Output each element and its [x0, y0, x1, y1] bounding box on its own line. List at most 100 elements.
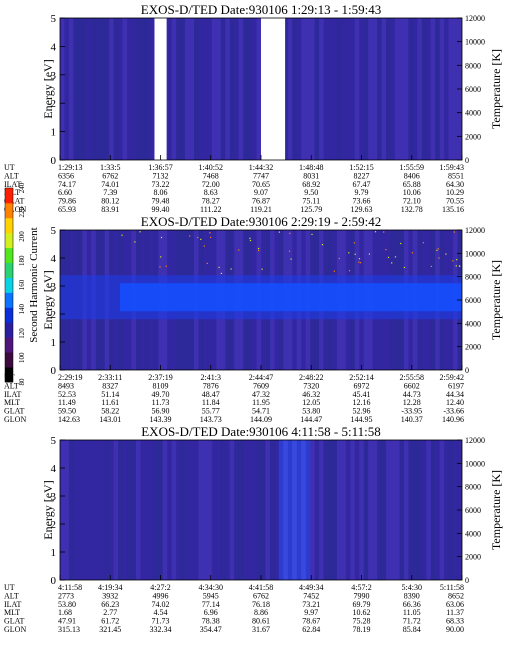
table-cell: 67.47 [353, 180, 371, 189]
texture-column [448, 440, 454, 580]
table-cell: 7468 [203, 171, 219, 180]
table-cell: 71.73 [152, 617, 170, 626]
y-tick-label: 4 [51, 463, 57, 475]
table-cell: 7132 [153, 171, 169, 180]
texture-column [310, 18, 315, 160]
sparse-high-point [210, 236, 212, 238]
sparse-high-point [411, 252, 413, 254]
table-cell: 2:55:58 [400, 373, 424, 382]
texture-column [287, 440, 293, 580]
texture-column [194, 440, 199, 580]
y2-tick-label: 6000 [465, 296, 481, 305]
texture-column [202, 18, 208, 160]
table-cell: 1:33:5 [100, 163, 120, 172]
texture-column [439, 440, 445, 580]
table-cell: 111.22 [200, 205, 221, 214]
color-bar-segment [5, 188, 13, 204]
table-cell: 31.67 [252, 625, 270, 634]
table-cell: 4:19:34 [98, 583, 122, 592]
table-cell: 140.96 [442, 415, 464, 424]
texture-column [73, 440, 79, 580]
table-cell: 64.30 [446, 180, 464, 189]
texture-column [359, 440, 365, 580]
y2-axis-label: Temperature [K] [489, 49, 503, 129]
color-bar-frame [4, 187, 14, 383]
data-gap [154, 18, 167, 160]
sparse-high-point [121, 234, 123, 236]
y2-axis-label: Temperature [K] [489, 260, 503, 340]
sparse-high-point [261, 268, 263, 270]
texture-column [243, 440, 248, 580]
table-cell: 143.39 [150, 415, 172, 424]
texture-column [82, 18, 88, 160]
table-cell: 2:52:14 [349, 373, 373, 382]
texture-column [328, 18, 333, 160]
texture-column [359, 18, 365, 160]
texture-column [403, 18, 409, 160]
table-cell: 6762 [253, 591, 269, 600]
table-cell: 1:44:32 [249, 163, 273, 172]
texture-column [60, 440, 65, 580]
table-cell: 54.71 [252, 407, 270, 416]
texture-column [368, 18, 373, 160]
texture-column [176, 440, 181, 580]
color-bar-segment [5, 217, 13, 234]
table-cell: 47.32 [252, 390, 270, 399]
texture-column [91, 18, 97, 160]
y2-tick-label: 4000 [465, 529, 481, 538]
table-cell: 6762 [102, 171, 118, 180]
color-bar-tick-label: 140 [18, 304, 26, 315]
texture-column [287, 18, 293, 160]
table-cell: 4:57:2 [351, 583, 371, 592]
table-cell: 8406 [404, 171, 420, 180]
y2-tick-label: 0 [465, 156, 469, 165]
table-cell: 47.91 [58, 617, 76, 626]
texture-column [135, 18, 141, 160]
texture-column [238, 18, 244, 160]
texture-column [189, 18, 195, 160]
sparse-high-point [258, 247, 260, 250]
table-row-label: GLON [4, 415, 26, 424]
texture-column [171, 440, 177, 580]
color-bar-tick-label: 220 [18, 207, 26, 218]
texture-column [118, 440, 123, 580]
table-cell: 76.18 [252, 600, 270, 609]
texture-column [417, 440, 423, 580]
color-bar-segment [5, 262, 13, 278]
color-bar-tick-label: 100 [18, 352, 26, 363]
table-row-label: ALT [4, 591, 19, 600]
texture-column [229, 18, 235, 160]
table-row-label: UT [4, 583, 15, 592]
panel-title: EXOS-D/TED Date:930106 4:11:58 - 5:11:58 [141, 424, 381, 439]
color-bar-segment [5, 367, 13, 383]
y2-tick-label: 10000 [465, 249, 485, 258]
table-row-label: MLT [4, 608, 20, 617]
table-cell: 6356 [58, 171, 74, 180]
table-cell: 1:29:13 [58, 163, 82, 172]
sparse-high-point [218, 266, 220, 268]
sparse-high-point [430, 265, 432, 267]
table-cell: 59.50 [58, 407, 76, 416]
sparse-high-point [354, 253, 356, 255]
sparse-high-point [258, 249, 260, 252]
texture-column [381, 440, 387, 580]
texture-column [113, 440, 119, 580]
table-cell: 65.88 [403, 180, 421, 189]
sparse-high-point [422, 242, 424, 244]
y2-tick-label: 0 [465, 366, 469, 375]
texture-column [198, 440, 204, 580]
table-cell: 4996 [153, 591, 169, 600]
texture-column [408, 18, 414, 160]
texture-column [135, 440, 141, 580]
table-cell: 49.70 [152, 390, 170, 399]
table-row-label: GLAT [4, 617, 25, 626]
texture-column [403, 440, 409, 580]
texture-column [408, 440, 414, 580]
texture-column [144, 18, 150, 160]
sparse-high-point [348, 252, 350, 254]
texture-column [127, 440, 132, 580]
sparse-high-point [139, 231, 141, 233]
y2-tick-label: 12000 [465, 226, 485, 235]
panel-2: EXOS-D/TED Date:930106 2:29:19 - 2:59:42… [4, 214, 503, 424]
texture-column [430, 440, 436, 580]
